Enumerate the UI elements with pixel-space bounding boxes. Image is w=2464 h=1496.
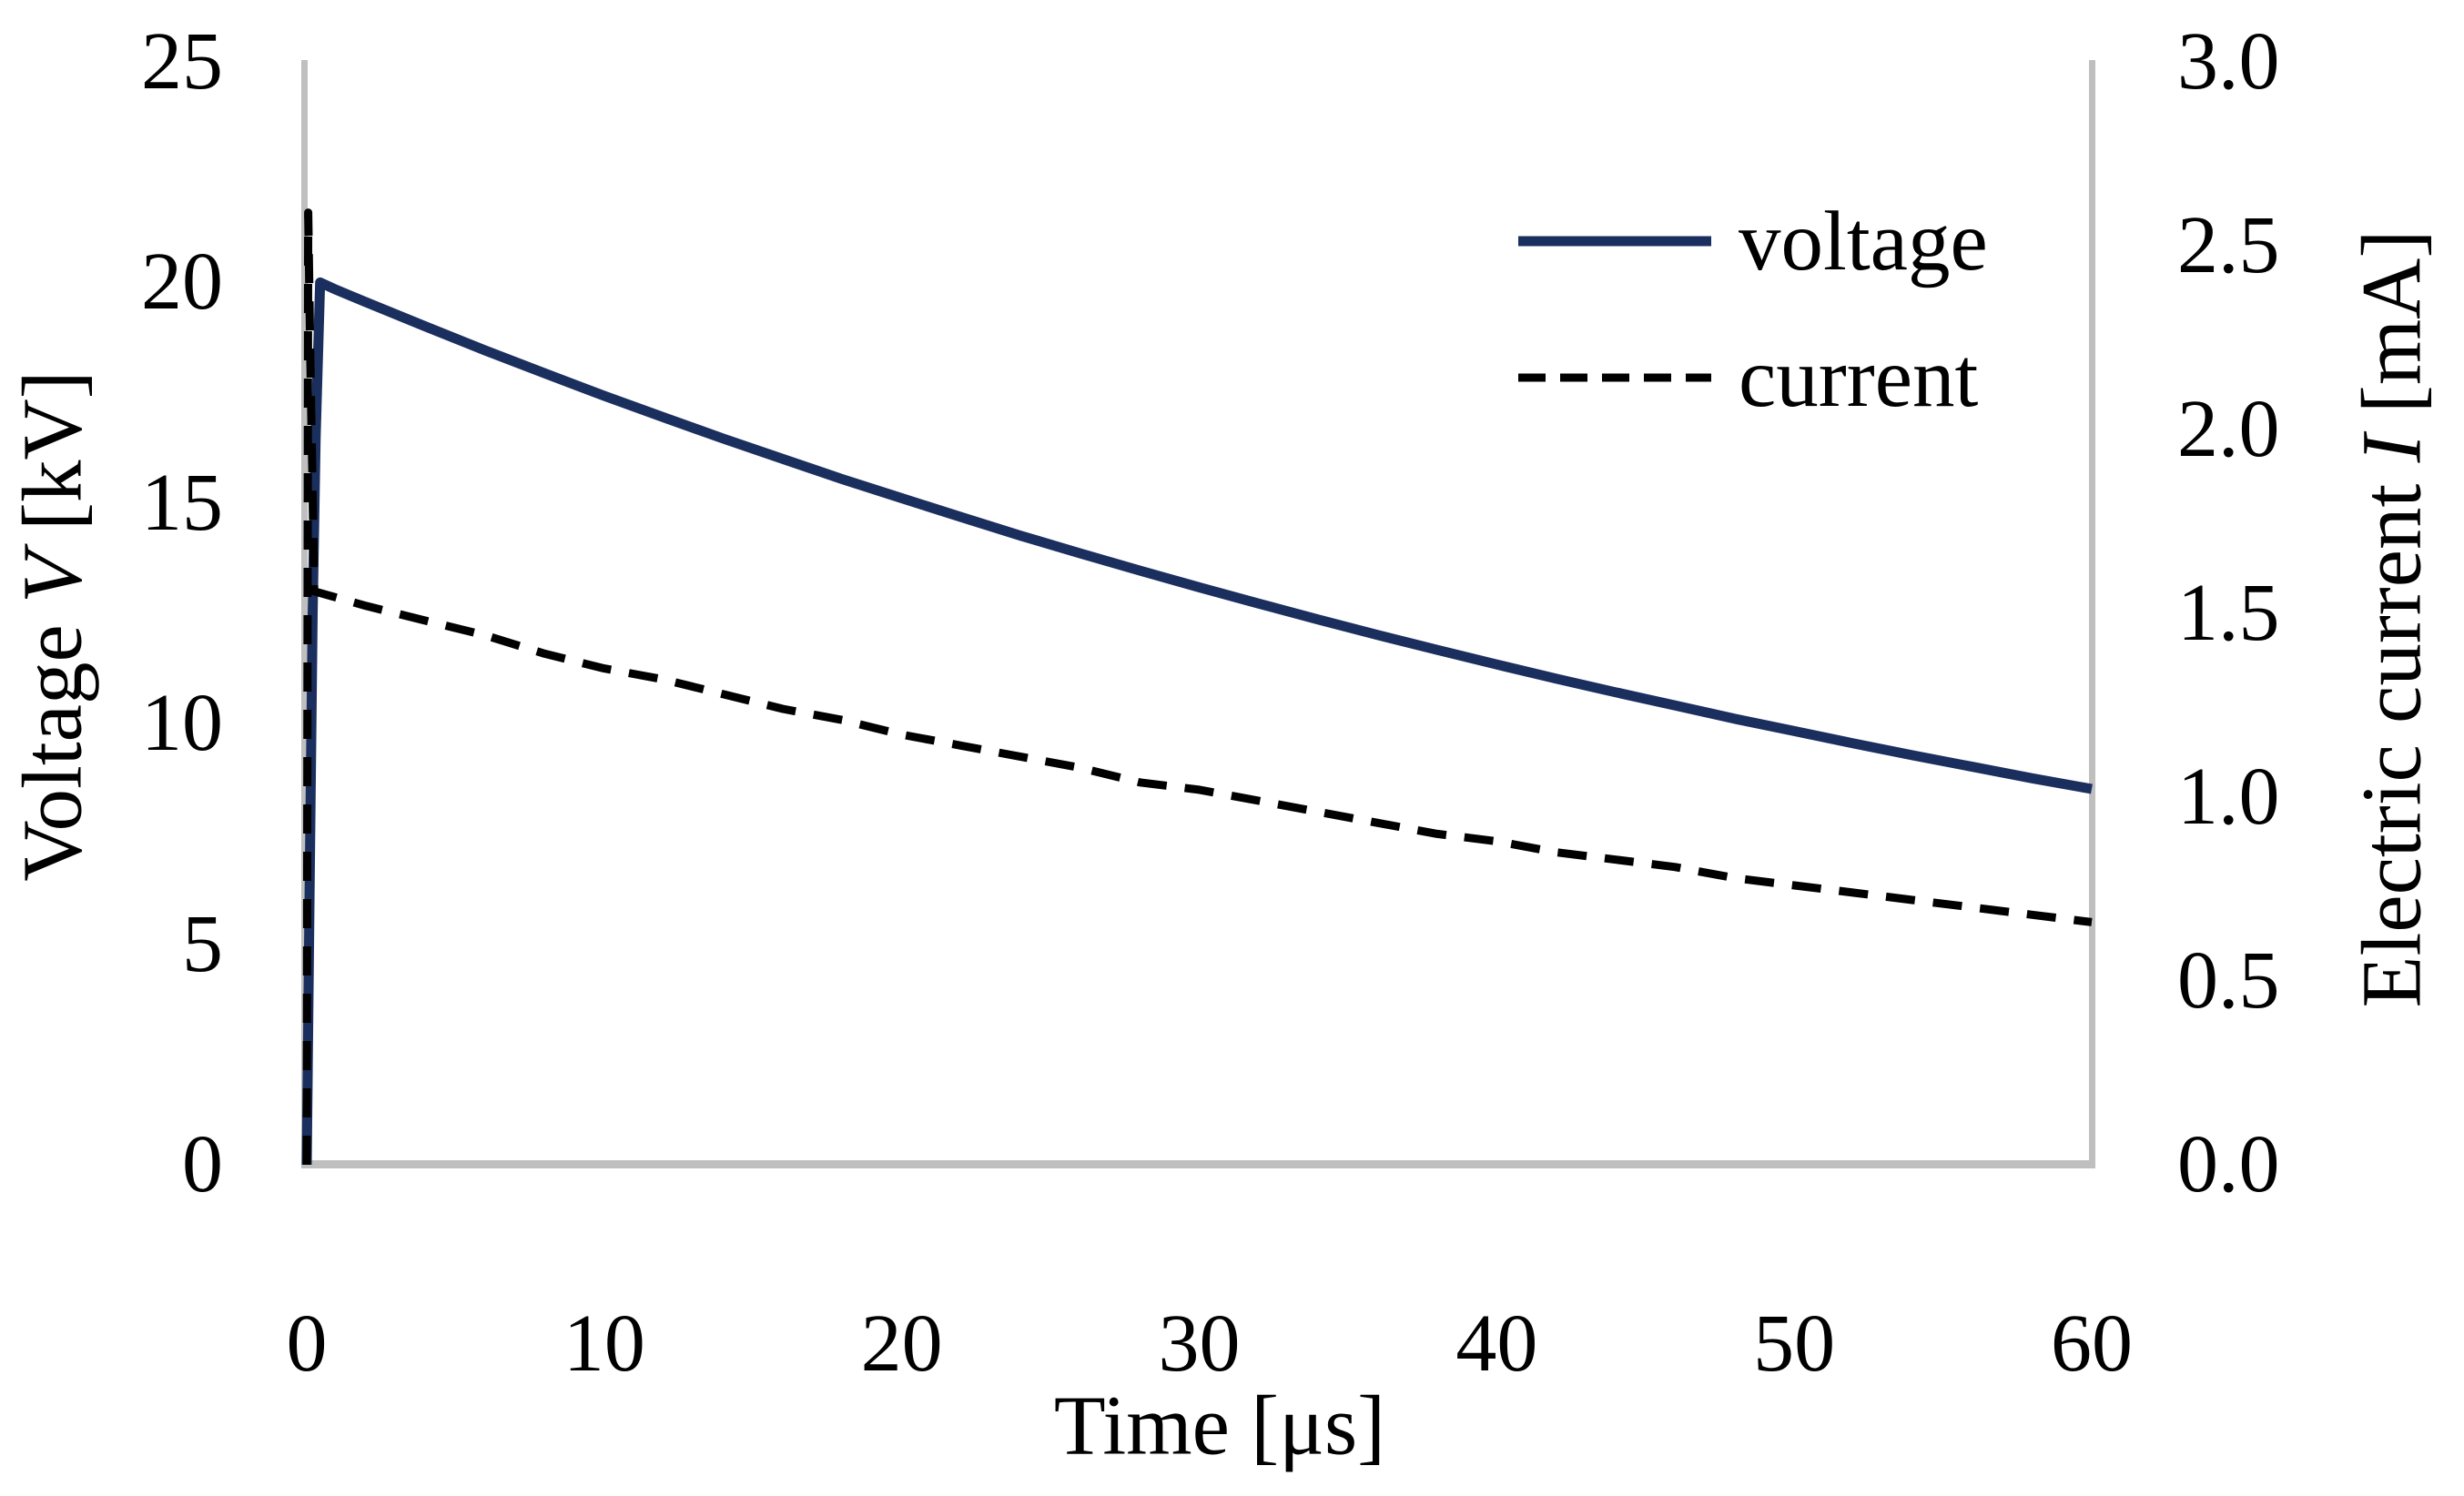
y-left-tick-20: 20 — [141, 237, 223, 328]
legend-item-current: current — [1518, 309, 1988, 446]
y-left-tick-5: 5 — [182, 898, 223, 989]
y-axis-left-title-symbol: V — [5, 551, 100, 604]
x-tick-40: 40 — [1455, 1299, 1538, 1389]
current-line-sample — [1518, 373, 1711, 382]
y-axis-right-title-symbol: I — [2345, 434, 2439, 463]
x-tick-50: 50 — [1753, 1299, 1836, 1389]
y-axis-left-title-text: Voltage — [5, 603, 100, 882]
voltage-line — [301, 277, 2093, 1166]
x-tick-0: 0 — [286, 1299, 328, 1389]
y-right-tick-2.5: 2.5 — [2177, 200, 2280, 290]
y-axis-right-title: Electric current I [mA] — [2346, 230, 2439, 1008]
y-left-tick-10: 10 — [141, 678, 223, 769]
y-right-tick-0.5: 0.5 — [2177, 935, 2280, 1026]
x-tick-10: 10 — [563, 1299, 645, 1389]
voltage-line-sample — [1518, 236, 1711, 247]
y-axis-left-title: Voltage V [kV] — [6, 370, 100, 881]
x-tick-20: 20 — [860, 1299, 943, 1389]
y-axis-left-title-units: [kV] — [5, 370, 100, 552]
legend-item-voltage: voltage — [1518, 173, 1988, 309]
x-axis-title: Time [μs] — [1053, 1379, 1386, 1473]
y-right-tick-3.0: 3.0 — [2177, 16, 2280, 106]
legend-label-current: current — [1739, 330, 1979, 425]
legend-label-voltage: voltage — [1739, 194, 1988, 288]
y-right-tick-1.0: 1.0 — [2177, 752, 2280, 842]
x-tick-60: 60 — [2051, 1299, 2133, 1389]
y-axis-right-title-units: [mA] — [2345, 229, 2439, 435]
y-axis-right-title-text: Electric current — [2345, 462, 2439, 1008]
x-tick-30: 30 — [1158, 1299, 1241, 1389]
y-left-tick-25: 25 — [141, 16, 223, 106]
y-left-tick-15: 15 — [141, 457, 223, 548]
legend: voltage current — [1518, 173, 1988, 446]
y-left-tick-0: 0 — [182, 1119, 223, 1209]
y-right-tick-0.0: 0.0 — [2177, 1119, 2280, 1209]
y-right-tick-2.0: 2.0 — [2177, 384, 2280, 474]
y-right-tick-1.5: 1.5 — [2177, 568, 2280, 658]
current-line — [302, 208, 2093, 1166]
